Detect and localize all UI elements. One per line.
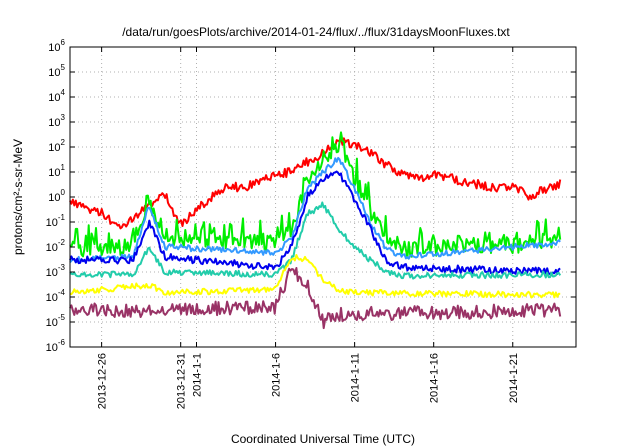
y-tick-label: 102 bbox=[48, 138, 65, 154]
y-tick-label: 10-6 bbox=[46, 338, 66, 354]
y-tick-label: 10-5 bbox=[46, 313, 66, 329]
series-line-2 bbox=[69, 131, 562, 259]
y-tick-label: 100 bbox=[48, 188, 65, 204]
x-tick-label: 2014-1-11 bbox=[350, 353, 362, 402]
chart-title: /data/run/goesPlots/archive/2014-01-24/f… bbox=[122, 25, 510, 39]
x-tick-label: 2013-12-26 bbox=[97, 353, 109, 409]
y-axis-title: protons/cm²-s-sr-MeV bbox=[11, 139, 25, 255]
y-tick-label: 103 bbox=[48, 113, 65, 129]
x-tick-label: 2014-1-16 bbox=[429, 353, 441, 403]
x-tick-label: 2014-1-21 bbox=[508, 353, 520, 403]
series-line-4 bbox=[69, 170, 561, 277]
x-axis-title: Coordinated Universal Time (UTC) bbox=[231, 432, 415, 446]
series-group bbox=[69, 131, 562, 330]
series-line-7 bbox=[69, 267, 562, 330]
y-tick-label: 10-1 bbox=[46, 213, 66, 229]
series-line-6 bbox=[69, 254, 561, 299]
x-tick-label: 2014-1-1 bbox=[192, 353, 204, 397]
y-tick-label: 104 bbox=[48, 88, 65, 104]
y-tick-label: 106 bbox=[48, 38, 65, 54]
x-tick-label: 2013-12-31 bbox=[176, 353, 188, 409]
x-tick-labels: 2013-12-26 2013-12-31 2014-1-1 2014-1-6 2014… bbox=[97, 353, 520, 409]
series-line-5 bbox=[69, 201, 562, 280]
y-tick-label: 10-2 bbox=[46, 238, 66, 254]
y-tick-label: 10-4 bbox=[46, 288, 66, 304]
y-tick-label: 101 bbox=[48, 163, 65, 179]
y-tick-label: 10-3 bbox=[46, 263, 66, 279]
ticks bbox=[70, 46, 576, 348]
x-tick-label: 2014-1-6 bbox=[271, 353, 283, 397]
series-line-3 bbox=[69, 156, 561, 264]
y-tick-labels: 106 105 104 103 102 101 100 10-1 10-2 10-3 10-4 10-… bbox=[46, 38, 66, 354]
y-tick-label: 105 bbox=[48, 63, 65, 79]
